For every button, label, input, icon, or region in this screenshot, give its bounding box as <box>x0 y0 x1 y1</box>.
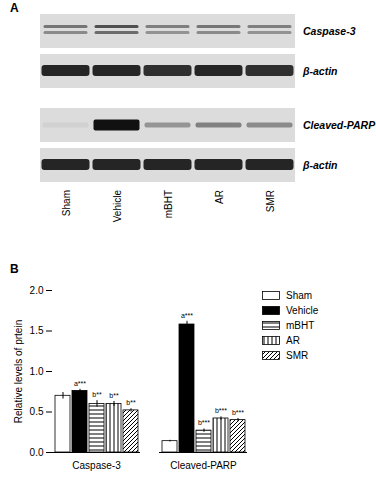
html-text:Vehicle: Vehicle <box>286 305 319 316</box>
svg-text:β-actin: β-actin <box>302 65 338 77</box>
html-text:B: B <box>10 262 19 276</box>
svg-text:b***: b*** <box>232 409 244 416</box>
svg-text:a***: a*** <box>74 380 86 387</box>
svg-text:Caspase-3: Caspase-3 <box>72 460 121 471</box>
html-text:Sham: Sham <box>286 290 313 301</box>
svg-text:AR: AR <box>214 190 225 204</box>
svg-text:1.0: 1.0 <box>30 366 44 377</box>
svg-text:Cleaved-PARP: Cleaved-PARP <box>170 460 237 471</box>
html-text:SMR: SMR <box>286 350 309 361</box>
svg-text:b***: b*** <box>198 419 210 426</box>
svg-text:Caspase-3: Caspase-3 <box>303 25 356 37</box>
svg-text:Relative levels of prtein: Relative levels of prtein <box>13 320 24 423</box>
svg-text:0.5: 0.5 <box>30 406 44 417</box>
svg-text:β-actin: β-actin <box>302 159 338 171</box>
svg-text:b**: b** <box>126 399 136 406</box>
svg-text:b**: b** <box>92 391 102 398</box>
svg-text:Cleaved-PARP: Cleaved-PARP <box>303 119 376 131</box>
svg-text:Sham: Sham <box>61 190 72 216</box>
svg-text:A: A <box>10 1 19 15</box>
svg-text:Vehicle: Vehicle <box>112 190 123 223</box>
svg-text:b**: b** <box>109 392 119 399</box>
svg-text:mBHT: mBHT <box>163 190 174 218</box>
svg-text:SMR: SMR <box>265 190 276 212</box>
svg-text:a***: a*** <box>181 312 193 319</box>
html-text:mBHT: mBHT <box>286 320 315 331</box>
svg-text:1.5: 1.5 <box>30 325 44 336</box>
svg-text:2.0: 2.0 <box>30 285 44 296</box>
svg-text:0.0: 0.0 <box>30 447 44 458</box>
html-text:AR: AR <box>286 335 300 346</box>
svg-text:b***: b*** <box>215 407 227 414</box>
